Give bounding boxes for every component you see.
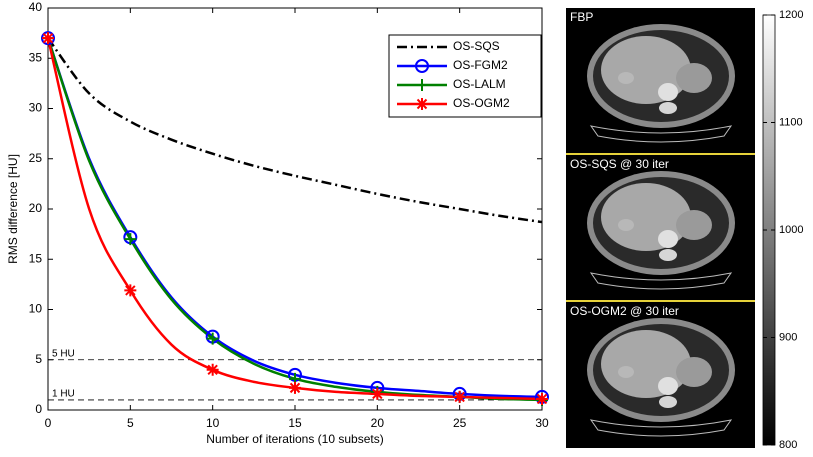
- marker: [454, 391, 466, 403]
- marker: [289, 382, 301, 394]
- marker: [124, 284, 136, 296]
- x-tick-label: 30: [535, 416, 549, 430]
- marker: [207, 364, 219, 376]
- x-tick-label: 0: [45, 416, 52, 430]
- y-tick-label: 20: [29, 201, 43, 215]
- y-tick-label: 10: [29, 302, 43, 316]
- reference-label: 5 HU: [52, 348, 75, 359]
- marker: [371, 388, 383, 400]
- y-axis-label: RMS difference [HU]: [6, 154, 20, 264]
- marker: [536, 393, 548, 405]
- y-tick-label: 25: [29, 151, 43, 165]
- legend-label: OS-FGM2: [453, 58, 508, 72]
- y-tick-label: 35: [29, 50, 43, 64]
- colorbar-tick-label: 900: [779, 331, 797, 343]
- x-tick-label: 15: [288, 416, 302, 430]
- y-tick-label: 0: [35, 402, 42, 416]
- legend-label: OS-LALM: [453, 77, 506, 91]
- colorbar-tick-label: 1200: [779, 9, 803, 21]
- image-label: OS-OGM2 @ 30 iter: [570, 304, 679, 318]
- image-label: OS-SQS @ 30 iter: [570, 157, 669, 171]
- marker: [416, 98, 428, 110]
- reference-label: 1 HU: [52, 389, 75, 400]
- legend-label: OS-OGM2: [453, 96, 510, 110]
- legend-label: OS-SQS: [453, 39, 500, 53]
- colorbar-tick-label: 1000: [779, 224, 803, 236]
- x-tick-label: 10: [206, 416, 220, 430]
- y-tick-label: 15: [29, 251, 43, 265]
- x-axis-label: Number of iterations (10 subsets): [206, 432, 383, 446]
- x-tick-label: 25: [453, 416, 467, 430]
- y-tick-label: 30: [29, 101, 43, 115]
- y-tick-label: 40: [29, 0, 43, 14]
- colorbar-tick-label: 800: [779, 439, 797, 451]
- marker: [42, 32, 54, 44]
- x-tick-label: 20: [371, 416, 385, 430]
- x-tick-label: 5: [127, 416, 134, 430]
- image-label: FBP: [570, 10, 593, 24]
- colorbar-tick-label: 1100: [779, 116, 803, 128]
- ct-panel: [566, 8, 755, 448]
- legend: OS-SQS OS-FGM2 OS-LALM OS-OGM2: [389, 35, 541, 117]
- figure: Number of iterations (10 subsets) RMS di…: [0, 0, 813, 452]
- y-tick-label: 5: [35, 352, 42, 366]
